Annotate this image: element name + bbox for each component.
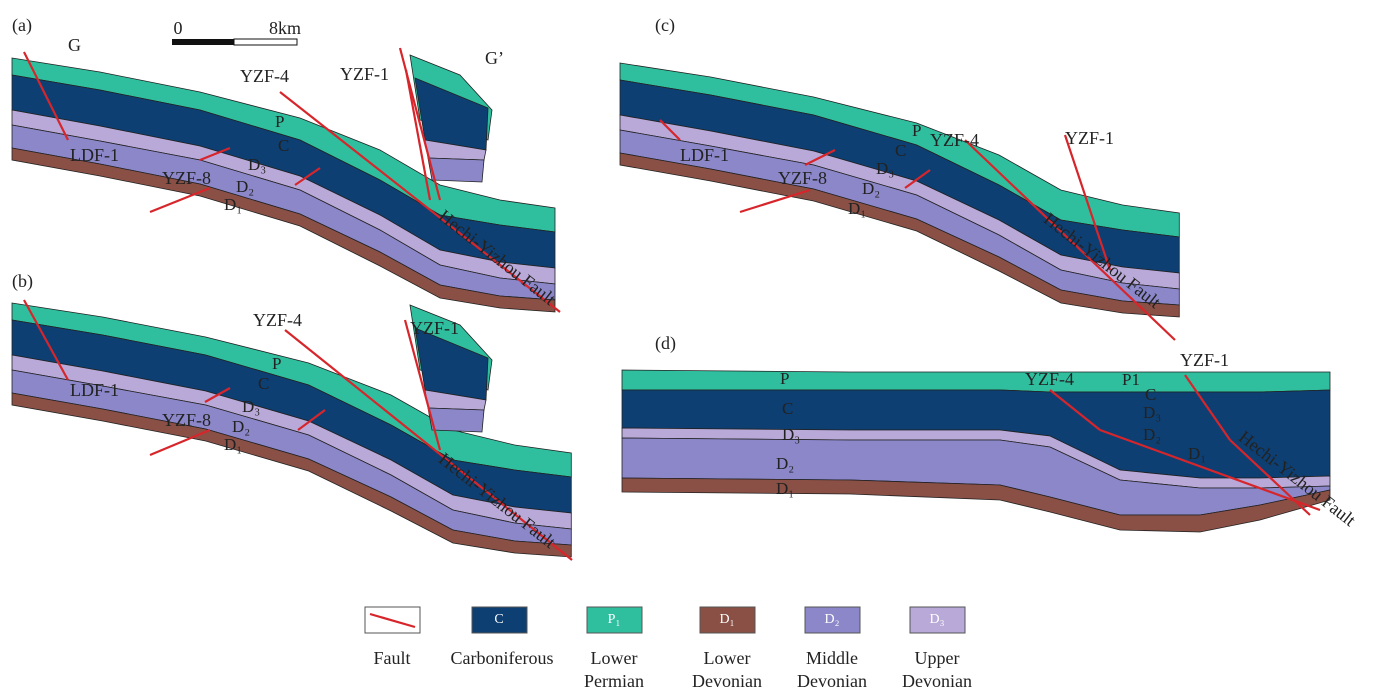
legend-label: Lower <box>704 648 751 668</box>
unit-label: D₃ <box>1143 403 1161 422</box>
unit-label: D₁ <box>848 199 866 218</box>
unit-label: C <box>278 136 289 155</box>
fault-label: YZF-4 <box>930 130 979 150</box>
legend-label: Devonian <box>692 671 762 691</box>
scale-end: 8km <box>269 18 301 38</box>
unit-label: P <box>912 121 921 140</box>
unit-label: P1 <box>1122 370 1140 389</box>
panel-label: (b) <box>12 271 33 292</box>
fault-label: YZF-1 <box>1180 350 1229 370</box>
legend-label: Permian <box>584 671 644 691</box>
legend-label: Middle <box>806 648 858 668</box>
unit-label: D₃ <box>248 155 266 174</box>
fault-label: LDF-1 <box>70 145 119 165</box>
legend-key: D₁ <box>720 612 735 627</box>
unit-label: D₂ <box>232 417 250 436</box>
fault-label: YZF-8 <box>162 168 211 188</box>
fault-label: LDF-1 <box>680 145 729 165</box>
unit-label: D₃ <box>876 159 894 178</box>
fault-label: LDF-1 <box>70 380 119 400</box>
figure: 0 8km G G’ (a) YZF-4 YZF-1 LDF-1 YZF-8 H… <box>0 0 1388 691</box>
legend-label: Upper <box>915 648 960 668</box>
unit-label: D₂ <box>776 454 794 473</box>
unit-label: C <box>782 399 793 418</box>
fault-label: YZF-4 <box>253 310 302 330</box>
unit-label: D₁ <box>224 435 242 454</box>
unit-label: D₂ <box>236 177 254 196</box>
unit-label: D₁ <box>224 195 242 214</box>
strata-layer <box>622 370 1330 392</box>
fault-label: YZF-1 <box>1065 128 1114 148</box>
legend-label: Devonian <box>797 671 867 691</box>
legend-key: C <box>494 612 503 627</box>
strata-block <box>428 408 484 432</box>
fault-label: YZF-1 <box>340 64 389 84</box>
legend: C P₁ D₁ D₂ D₃ Fault Carboniferous Lower … <box>365 607 972 691</box>
fault-label: YZF-8 <box>162 410 211 430</box>
legend-label: Carboniferous <box>451 648 554 668</box>
unit-label: D₁ <box>1188 444 1206 463</box>
legend-label: Lower <box>591 648 638 668</box>
unit-label: D₃ <box>782 425 800 444</box>
fault-label: YZF-8 <box>778 168 827 188</box>
legend-key: P₁ <box>608 612 621 627</box>
unit-label: D₃ <box>242 397 260 416</box>
unit-label: C <box>258 374 269 393</box>
strata-block <box>428 158 484 182</box>
unit-label: D₂ <box>1143 425 1161 444</box>
legend-key: D₃ <box>930 612 945 627</box>
fault-label: YZF-4 <box>240 66 289 86</box>
scale-start: 0 <box>174 18 183 38</box>
unit-label: D₂ <box>862 179 880 198</box>
fault-label: YZF-1 <box>410 318 459 338</box>
panel-label: (a) <box>12 15 32 36</box>
unit-label: P <box>780 369 789 388</box>
scale-bar <box>172 39 234 45</box>
panel-label: (d) <box>655 333 676 354</box>
unit-label: P <box>275 112 284 131</box>
legend-label: Devonian <box>902 671 972 691</box>
unit-label: C <box>1145 385 1156 404</box>
section-end: G’ <box>485 48 504 68</box>
unit-label: D₁ <box>776 479 794 498</box>
panel-label: (c) <box>655 15 675 36</box>
unit-label: P <box>272 354 281 373</box>
section-end: G <box>68 35 81 55</box>
fault-label: YZF-4 <box>1025 369 1074 389</box>
legend-key: D₂ <box>825 612 840 627</box>
legend-label: Fault <box>373 648 410 668</box>
scale-bar <box>234 39 297 45</box>
unit-label: C <box>895 141 906 160</box>
